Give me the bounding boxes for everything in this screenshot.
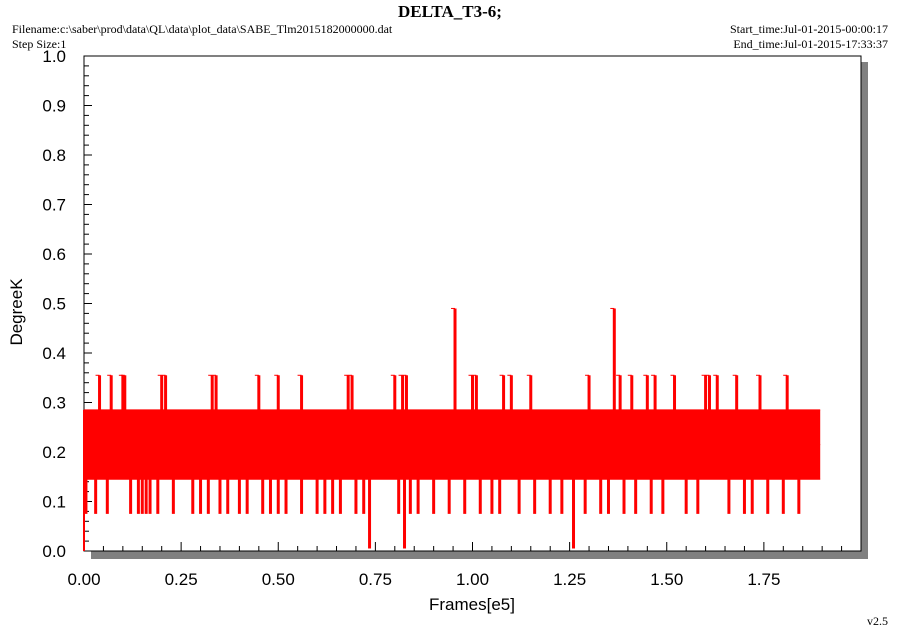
y-tick-label: 0.0 (42, 542, 66, 561)
y-tick-label: 0.3 (42, 394, 66, 413)
series-signal (83, 307, 821, 551)
y-axis-title: DegreeK (7, 278, 26, 346)
tick-labels: 0.0 0.1 0.2 0.3 0.4 0.5 0.6 0.7 0.8 0.9 1.0 0.00 0.2… (42, 47, 780, 589)
chart-title: DELTA_T3-6; (398, 2, 502, 21)
start-time-label: Start_time:Jul-01-2015-00:00:17 (730, 22, 888, 36)
x-tick-label: 1.75 (747, 570, 780, 589)
y-tick-label: 0.5 (42, 295, 66, 314)
y-tick-label: 0.9 (42, 97, 66, 116)
y-tick-label: 0.4 (42, 344, 66, 363)
y-tick-label: 0.1 (42, 493, 66, 512)
x-tick-label: 1.00 (456, 570, 489, 589)
x-tick-label: 0.50 (262, 570, 295, 589)
y-tick-label: 0.8 (42, 146, 66, 165)
x-axis-title: Frames[e5] (429, 595, 515, 614)
end-time-label: End_time:Jul-01-2015-17:33:37 (733, 37, 888, 51)
y-tick-label: 0.7 (42, 196, 66, 215)
x-tick-label: 1.25 (553, 570, 586, 589)
step-size-label: Step Size:1 (12, 37, 67, 51)
x-tick-label: 0.75 (359, 570, 392, 589)
x-tick-label: 1.50 (650, 570, 683, 589)
x-tick-label: 0.25 (165, 570, 198, 589)
filename-label: Filename:c:\saber\prod\data\QL\data\plot… (12, 22, 393, 36)
y-tick-label: 0.6 (42, 245, 66, 264)
version-label: v2.5 (867, 614, 888, 628)
x-tick-label: 0.00 (67, 570, 100, 589)
y-tick-label: 0.2 (42, 443, 66, 462)
y-tick-label: 1.0 (42, 47, 66, 66)
